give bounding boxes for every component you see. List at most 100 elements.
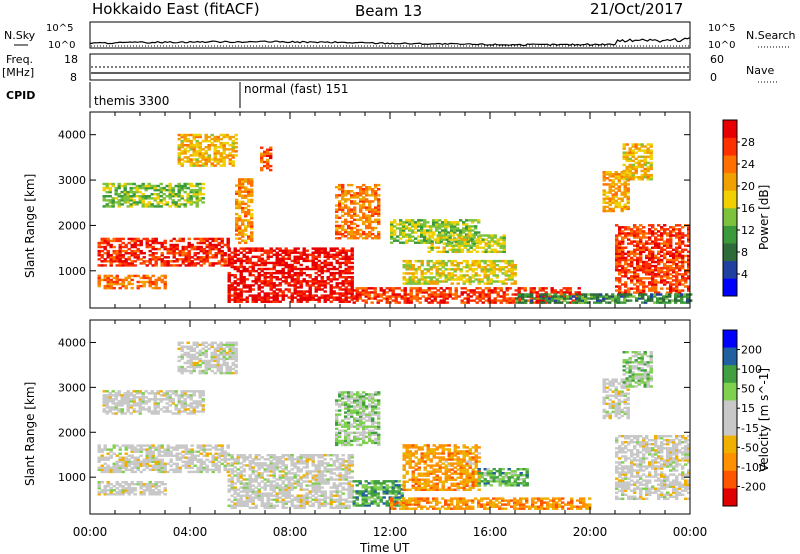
range-gate-cell bbox=[672, 234, 676, 237]
range-gate-cell bbox=[130, 252, 134, 255]
range-gate-cell bbox=[187, 470, 191, 474]
range-gate-cell bbox=[498, 259, 502, 263]
range-gate-cell bbox=[496, 238, 500, 241]
range-gate-cell bbox=[150, 392, 154, 395]
range-gate-cell bbox=[281, 280, 285, 283]
range-gate-cell bbox=[481, 246, 485, 249]
range-gate-cell bbox=[347, 206, 351, 209]
range-gate-cell bbox=[163, 264, 167, 267]
range-gate-cell bbox=[653, 293, 657, 296]
range-gate-cell bbox=[335, 286, 339, 289]
range-gate-cell bbox=[441, 266, 445, 269]
range-gate-cell bbox=[438, 259, 442, 263]
range-gate-cell bbox=[151, 489, 155, 492]
range-gate-cell bbox=[175, 245, 179, 249]
range-gate-cell bbox=[192, 146, 196, 149]
range-gate-cell bbox=[474, 227, 478, 230]
range-gate-cell bbox=[124, 489, 128, 492]
range-gate-cell bbox=[323, 251, 327, 254]
range-gate-cell bbox=[205, 454, 209, 457]
range-gate-cell bbox=[450, 264, 454, 267]
range-gate-cell bbox=[323, 300, 327, 303]
range-gate-cell bbox=[625, 155, 629, 159]
range-gate-cell bbox=[466, 297, 470, 300]
range-gate-cell bbox=[213, 156, 217, 159]
range-gate-cell bbox=[678, 230, 682, 233]
range-gate-cell bbox=[245, 255, 249, 259]
range-gate-cell bbox=[640, 165, 644, 169]
range-gate-cell bbox=[284, 263, 288, 267]
range-gate-cell bbox=[151, 252, 155, 255]
range-gate-cell bbox=[171, 390, 175, 393]
range-gate-cell bbox=[117, 392, 121, 395]
range-gate-cell bbox=[117, 408, 121, 411]
range-gate-cell bbox=[124, 284, 128, 288]
range-gate-cell bbox=[241, 186, 245, 189]
range-gate-cell bbox=[251, 274, 255, 277]
range-gate-cell bbox=[643, 155, 647, 159]
range-gate-cell bbox=[602, 201, 606, 205]
range-gate-cell bbox=[614, 187, 618, 190]
range-gate-cell bbox=[462, 229, 466, 232]
range-gate-cell bbox=[498, 280, 502, 283]
range-gate-cell bbox=[135, 195, 139, 198]
range-gate-cell bbox=[163, 260, 167, 263]
range-gate-cell bbox=[135, 396, 139, 399]
range-gate-cell bbox=[502, 248, 506, 252]
range-gate-cell bbox=[403, 293, 407, 296]
range-gate-cell bbox=[643, 161, 647, 165]
range-gate-cell bbox=[621, 275, 625, 278]
range-gate-cell bbox=[329, 271, 333, 275]
range-gate-cell bbox=[675, 236, 679, 239]
range-gate-cell bbox=[657, 234, 661, 237]
range-gate-cell bbox=[136, 466, 140, 470]
range-gate-cell bbox=[235, 221, 239, 224]
range-gate-cell bbox=[147, 398, 151, 401]
range-gate-cell bbox=[97, 264, 101, 267]
range-gate-cell bbox=[347, 192, 351, 195]
range-gate-cell bbox=[439, 293, 443, 296]
range-gate-cell bbox=[643, 159, 647, 163]
range-gate-cell bbox=[475, 250, 479, 254]
range-gate-cell bbox=[390, 229, 394, 232]
range-gate-cell bbox=[171, 398, 175, 401]
range-gate-cell bbox=[448, 295, 452, 298]
range-gate-cell bbox=[123, 412, 127, 415]
range-gate-cell bbox=[618, 271, 622, 274]
range-gate-cell bbox=[299, 300, 303, 303]
range-gate-cell bbox=[153, 412, 157, 415]
range-gate-cell bbox=[420, 272, 424, 275]
range-gate-cell bbox=[681, 226, 685, 229]
range-gate-cell bbox=[341, 208, 345, 211]
range-gate-cell bbox=[239, 280, 243, 283]
range-gate-cell bbox=[465, 270, 469, 273]
range-gate-cell bbox=[636, 269, 640, 272]
range-gate-cell bbox=[626, 197, 630, 200]
range-gate-cell bbox=[226, 241, 230, 245]
range-gate-cell bbox=[436, 293, 440, 296]
range-gate-cell bbox=[127, 256, 131, 259]
range-gate-cell bbox=[305, 300, 309, 303]
range-gate-cell bbox=[341, 235, 345, 238]
range-gate-cell bbox=[118, 446, 122, 449]
range-gate-cell bbox=[382, 291, 386, 294]
range-gate-cell bbox=[539, 297, 543, 300]
range-gate-cell bbox=[157, 247, 161, 251]
range-gate-cell bbox=[217, 241, 221, 245]
range-gate-cell bbox=[678, 224, 682, 227]
range-gate-cell bbox=[177, 396, 181, 399]
range-gate-cell bbox=[530, 295, 534, 298]
range-gate-cell bbox=[633, 248, 637, 252]
range-gate-cell bbox=[207, 154, 211, 157]
range-gate-cell bbox=[195, 160, 199, 163]
range-gate-cell bbox=[130, 468, 134, 472]
range-gate-cell bbox=[371, 200, 375, 203]
range-gate-cell bbox=[109, 284, 113, 288]
range-gate-cell bbox=[611, 181, 615, 184]
range-gate-cell bbox=[139, 280, 143, 284]
range-gate-cell bbox=[124, 278, 128, 282]
range-gate-cell bbox=[338, 230, 342, 234]
range-gate-cell bbox=[639, 230, 643, 233]
range-gate-cell bbox=[202, 460, 206, 464]
